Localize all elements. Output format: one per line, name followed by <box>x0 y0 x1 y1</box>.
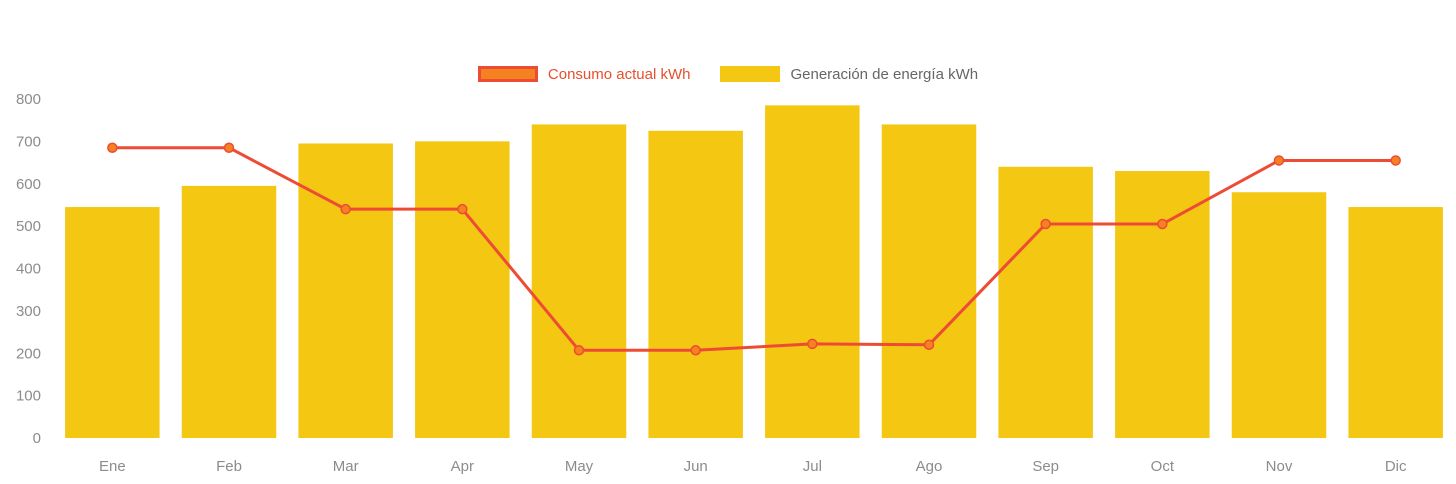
bar-jun <box>648 130 743 438</box>
point-sep <box>1040 218 1051 230</box>
x-tick-label-dic: Dic <box>1385 458 1407 475</box>
point-ene <box>107 142 118 153</box>
x-tick-label-sep: Sep <box>1032 458 1059 475</box>
x-tick-label-feb: Feb <box>216 458 242 475</box>
point-dic <box>1390 155 1401 166</box>
x-tick-label-jun: Jun <box>684 458 708 475</box>
chart-legend: Consumo actual kWh Generación de energía… <box>0 66 1456 82</box>
bar-mar <box>298 143 393 438</box>
bar-nov <box>1231 192 1327 438</box>
consumo-line <box>110 146 1398 352</box>
consumo-swatch-icon <box>477 66 538 82</box>
bar-ene <box>65 207 160 438</box>
x-tick-label-jul: Jul <box>803 458 822 475</box>
y-tick-label: 100 <box>16 388 41 405</box>
x-tick-label-apr: Apr <box>451 458 474 475</box>
legend-label-consumo: Consumo actual kWh <box>547 65 691 83</box>
y-tick-label: 200 <box>16 345 41 362</box>
y-tick-label: 300 <box>16 303 41 320</box>
point-oct <box>1157 218 1168 230</box>
legend-item-generacion[interactable]: Generación de energía kWh <box>720 66 978 82</box>
bar-apr <box>415 141 510 438</box>
point-mar <box>340 203 351 215</box>
point-nov <box>1273 155 1285 166</box>
point-ago <box>923 339 935 351</box>
legend-item-consumo[interactable]: Consumo actual kWh <box>477 65 691 83</box>
bar-oct <box>1115 171 1210 438</box>
bar-may <box>531 124 627 439</box>
bar-jul <box>765 105 860 438</box>
y-tick-label: 500 <box>16 218 41 235</box>
y-tick-label: 600 <box>16 176 41 193</box>
x-tick-label-ago: Ago <box>916 458 943 475</box>
point-apr <box>457 203 468 215</box>
x-tick-label-may: May <box>565 458 594 475</box>
point-jul <box>807 338 818 350</box>
y-tick-label: 0 <box>33 430 41 447</box>
y-tick-label: 400 <box>16 261 41 278</box>
legend-label-generacion: Generación de energía kWh <box>790 65 979 83</box>
x-tick-label-mar: Mar <box>333 458 359 475</box>
x-tick-label-ene: Ene <box>99 458 126 475</box>
point-may <box>573 345 585 356</box>
x-tick-label-nov: Nov <box>1266 458 1293 475</box>
bar-feb <box>181 185 277 438</box>
bar-sep <box>998 166 1093 439</box>
point-jun <box>690 345 701 356</box>
point-feb <box>223 142 235 153</box>
bar-dic <box>1348 207 1443 438</box>
generacion-swatch-icon <box>720 66 781 82</box>
bar-ago <box>881 124 977 439</box>
y-tick-label: 700 <box>16 133 41 150</box>
y-tick-label: 800 <box>16 91 41 108</box>
x-tick-label-oct: Oct <box>1151 458 1175 475</box>
